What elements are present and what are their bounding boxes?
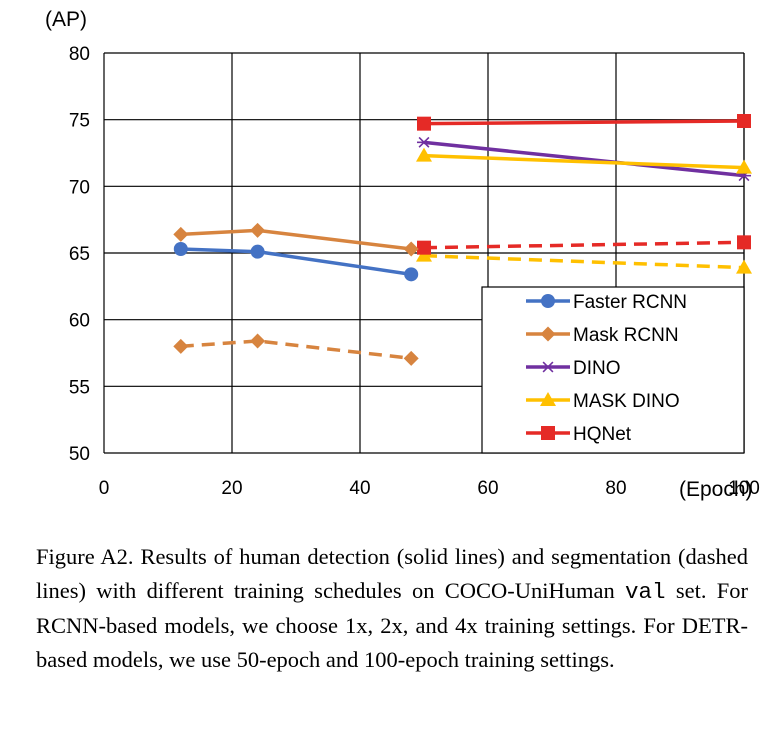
diamond-marker-shape xyxy=(403,350,419,366)
hqnet-detection-line xyxy=(423,119,745,126)
legend: Faster RCNN Mask RCNN DINO MASK DINO HQNet xyxy=(481,286,745,454)
mask-rcnn-segmentation-point xyxy=(403,350,419,366)
diamond-marker-shape xyxy=(250,222,266,238)
x-tick-label: 20 xyxy=(221,478,242,499)
line-chart: 50 55 60 65 70 75 80 0 20 40 60 80 100 (AP) (Epoch) Fa… xyxy=(45,8,760,501)
star-marker-stroke xyxy=(418,136,430,148)
y-tick-label: 80 xyxy=(69,44,90,65)
mask-rcnn-segmentation-line xyxy=(180,339,412,361)
caption-text-2: set. For RCNN-based models, we choose 1x… xyxy=(36,578,749,672)
square-marker-shape xyxy=(541,426,555,440)
diamond-marker-shape xyxy=(173,226,189,242)
legend-box xyxy=(481,286,745,454)
square-marker-shape xyxy=(737,114,751,128)
y-tick-label: 75 xyxy=(69,111,90,132)
series-mask-rcnn-detection xyxy=(173,222,419,257)
triangle-marker-shape xyxy=(736,259,752,274)
y-tick-label: 50 xyxy=(69,444,90,465)
y-tick-label: 70 xyxy=(69,177,90,198)
x-tick-label: 40 xyxy=(349,478,370,499)
triangle-marker-shape xyxy=(540,392,556,406)
axes: 50 55 60 65 70 75 80 0 20 40 60 80 100 (AP) (Epoch) xyxy=(45,8,760,501)
square-marker-shape xyxy=(737,235,751,250)
y-tick-label: 55 xyxy=(69,377,90,398)
legend-swatch-marker xyxy=(541,426,555,440)
x-axis-title: (Epoch) xyxy=(679,478,753,501)
mask-rcnn-detection-point xyxy=(173,226,189,242)
circle-marker-shape xyxy=(404,267,419,282)
legend-entry-dino: DINO xyxy=(526,358,621,379)
caption-code: val xyxy=(625,579,666,605)
hqnet-segmentation-point xyxy=(737,235,751,250)
series-hqnet-detection xyxy=(417,114,751,131)
x-tick-label: 0 xyxy=(99,478,110,499)
x-tick-label: 100 xyxy=(728,478,760,499)
legend-entry-hqnet: HQNet xyxy=(526,424,632,445)
mask-dino-detection-point xyxy=(416,147,432,162)
legend-entry-faster-rcnn: Faster RCNN xyxy=(526,292,687,313)
mask-dino-segmentation-point xyxy=(736,259,752,274)
mask-dino-detection-point xyxy=(736,159,752,174)
triangle-marker-shape xyxy=(736,159,752,174)
mask-dino-segmentation-line xyxy=(423,253,745,270)
mask-rcnn-detection-line xyxy=(180,228,412,251)
mask-dino-detection-line xyxy=(423,153,745,170)
diamond-marker-shape xyxy=(403,241,419,257)
legend-swatch-marker xyxy=(541,361,555,373)
diamond-marker-shape xyxy=(173,338,189,354)
series-mask-dino-detection xyxy=(416,147,752,174)
dino-detection-point xyxy=(417,136,431,148)
series-hqnet-segmentation xyxy=(417,235,751,255)
y-tick-label: 65 xyxy=(69,244,90,265)
legend-swatch-marker xyxy=(540,326,556,342)
mask-rcnn-segmentation-point xyxy=(250,333,266,349)
square-marker-shape xyxy=(417,240,431,255)
faster-rcnn-detection-point xyxy=(250,244,265,259)
legend-label: HQNet xyxy=(573,424,632,445)
figure-caption: Figure A2. Results of human detection (s… xyxy=(36,540,748,677)
triangle-marker-shape xyxy=(416,147,432,162)
series xyxy=(173,114,752,366)
legend-label: DINO xyxy=(573,358,621,379)
circle-marker-shape xyxy=(173,242,188,256)
legend-label: Mask RCNN xyxy=(573,325,679,346)
legend-label: MASK DINO xyxy=(573,391,680,412)
legend-label: Faster RCNN xyxy=(573,292,687,313)
dino-detection-line xyxy=(423,140,745,178)
series-mask-dino-segmentation xyxy=(416,247,752,274)
faster-rcnn-detection-point xyxy=(404,267,419,282)
caption-text-1: Results of human detection (solid lines)… xyxy=(36,544,748,603)
mask-rcnn-detection-point xyxy=(403,241,419,257)
hqnet-detection-point xyxy=(737,114,751,128)
mask-rcnn-segmentation-point xyxy=(173,338,189,354)
hqnet-detection-point xyxy=(417,116,431,131)
hqnet-segmentation-line xyxy=(423,240,745,250)
legend-entry-mask-dino: MASK DINO xyxy=(526,391,680,412)
legend-swatch-marker xyxy=(541,294,555,308)
legend-entry-mask-rcnn: Mask RCNN xyxy=(526,325,679,346)
hqnet-segmentation-point xyxy=(417,240,431,255)
legend-swatch-marker xyxy=(540,392,556,406)
circle-marker-shape xyxy=(541,294,555,308)
series-faster-rcnn-detection xyxy=(173,242,419,282)
x-tick-label: 60 xyxy=(477,478,498,499)
y-tick-label: 60 xyxy=(69,311,90,332)
faster-rcnn-detection-point xyxy=(173,242,188,256)
mask-rcnn-detection-point xyxy=(250,222,266,238)
x-tick-label: 80 xyxy=(605,478,626,499)
y-axis-title: (AP) xyxy=(45,8,87,31)
diamond-marker-shape xyxy=(250,333,266,349)
diamond-marker-shape xyxy=(540,326,556,342)
series-mask-rcnn-segmentation xyxy=(173,333,419,366)
star-marker-stroke xyxy=(542,361,554,373)
circle-marker-shape xyxy=(250,244,265,259)
square-marker-shape xyxy=(417,116,431,131)
caption-label: Figure A2. xyxy=(36,544,134,569)
